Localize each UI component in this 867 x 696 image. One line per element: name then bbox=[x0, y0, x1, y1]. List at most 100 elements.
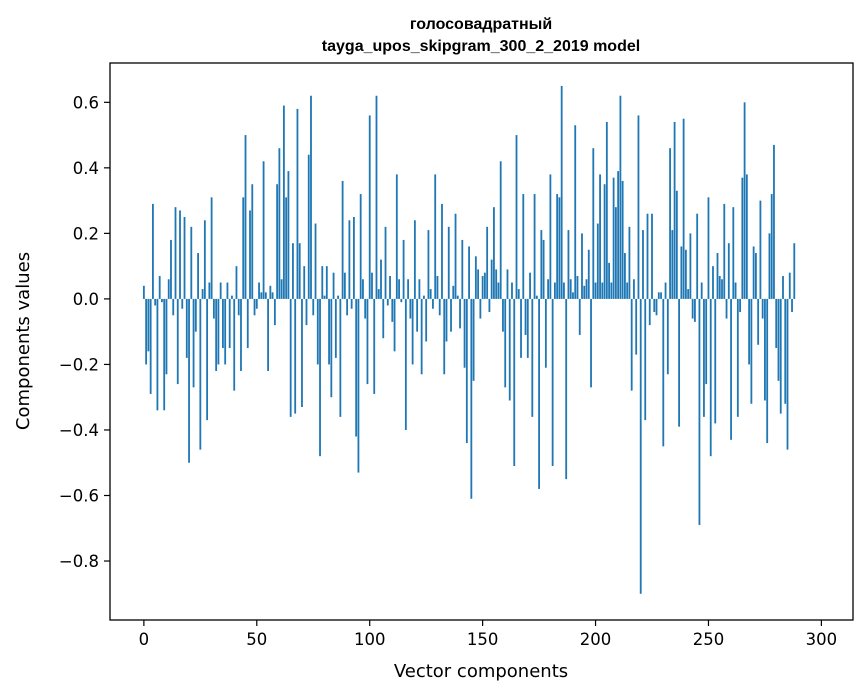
bar-component-243 bbox=[691, 298, 694, 319]
bar-component-134 bbox=[445, 298, 448, 342]
bar-component-181 bbox=[551, 298, 554, 467]
bar-component-94 bbox=[355, 298, 358, 437]
bar-component-282 bbox=[779, 298, 782, 414]
bar-component-139 bbox=[456, 295, 459, 299]
bar-component-15 bbox=[176, 298, 179, 385]
bar-component-242 bbox=[689, 233, 692, 299]
x-tick-label: 100 bbox=[354, 630, 386, 649]
bar-component-256 bbox=[721, 279, 723, 299]
bar-component-74 bbox=[310, 95, 312, 299]
bar-component-150 bbox=[481, 275, 484, 299]
bar-component-188 bbox=[567, 230, 570, 299]
bar-component-93 bbox=[353, 216, 355, 299]
bar-component-247 bbox=[700, 282, 703, 299]
bar-component-268 bbox=[748, 298, 751, 365]
bar-component-82 bbox=[328, 298, 330, 365]
bar-component-12 bbox=[170, 239, 172, 299]
bar-component-203 bbox=[601, 282, 604, 299]
y-axis-label: Components values bbox=[13, 252, 34, 430]
bar-component-199 bbox=[592, 148, 595, 299]
bar-component-48 bbox=[251, 184, 254, 299]
bar-component-161 bbox=[506, 269, 509, 299]
bar-component-190 bbox=[572, 292, 574, 299]
chart-subtitle: tayga_upos_skipgram_300_2_2019 model bbox=[322, 38, 640, 55]
bar-component-276 bbox=[766, 298, 769, 444]
bar-component-57 bbox=[271, 292, 274, 299]
bar-component-176 bbox=[540, 230, 543, 299]
bar-component-177 bbox=[542, 239, 545, 299]
bar-component-173 bbox=[533, 194, 536, 299]
bar-component-132 bbox=[441, 203, 443, 299]
bar-component-23 bbox=[194, 298, 197, 332]
bar-component-124 bbox=[423, 295, 425, 299]
bar-component-41 bbox=[235, 266, 238, 299]
bar-component-98 bbox=[364, 298, 367, 319]
bar-component-226 bbox=[653, 298, 656, 313]
bar-component-250 bbox=[707, 197, 710, 299]
chart-title: голосовадратный bbox=[410, 16, 552, 33]
bar-component-40 bbox=[233, 298, 236, 391]
bar-component-106 bbox=[382, 298, 385, 339]
bar-component-162 bbox=[508, 298, 511, 401]
bar-component-51 bbox=[258, 282, 260, 299]
bar-component-227 bbox=[655, 298, 658, 316]
bar-component-7 bbox=[158, 275, 161, 299]
bar-component-8 bbox=[161, 298, 163, 303]
bar-component-61 bbox=[280, 279, 283, 299]
bar-component-155 bbox=[493, 207, 495, 299]
bar-component-209 bbox=[614, 207, 617, 299]
bar-component-240 bbox=[684, 249, 687, 299]
bar-component-43 bbox=[240, 298, 242, 371]
bar-component-237 bbox=[678, 298, 681, 427]
bar-component-197 bbox=[587, 249, 590, 299]
bar-component-285 bbox=[786, 298, 789, 450]
bar-component-80 bbox=[323, 295, 326, 299]
bar-component-158 bbox=[499, 161, 502, 299]
bar-component-120 bbox=[413, 220, 416, 299]
bar-component-228 bbox=[657, 292, 660, 299]
bar-component-53 bbox=[262, 161, 265, 299]
bar-component-275 bbox=[764, 298, 766, 401]
bar-component-24 bbox=[197, 253, 199, 299]
bar-component-216 bbox=[630, 298, 633, 391]
y-tick-label: 0.0 bbox=[73, 290, 99, 309]
bar-component-58 bbox=[273, 298, 276, 326]
bar-component-136 bbox=[450, 298, 452, 332]
bar-component-273 bbox=[759, 200, 762, 299]
bar-component-56 bbox=[269, 285, 272, 299]
bar-component-164 bbox=[513, 298, 516, 467]
bar-component-157 bbox=[497, 282, 500, 299]
bar-component-231 bbox=[664, 282, 667, 299]
bar-component-212 bbox=[621, 180, 624, 299]
bar-component-52 bbox=[260, 292, 263, 299]
bar-component-13 bbox=[172, 298, 175, 316]
bar-component-63 bbox=[285, 197, 288, 299]
bar-component-67 bbox=[294, 298, 297, 414]
y-tick-label: 0.6 bbox=[73, 93, 99, 112]
bar-component-25 bbox=[199, 298, 202, 450]
bar-component-110 bbox=[391, 298, 394, 322]
bar-component-178 bbox=[544, 298, 547, 368]
x-tick-label: 0 bbox=[139, 630, 150, 649]
bar-component-36 bbox=[224, 298, 227, 365]
bar-component-183 bbox=[556, 194, 559, 299]
y-tick-label: 0.4 bbox=[73, 159, 99, 178]
bar-component-193 bbox=[578, 298, 581, 335]
bar-component-129 bbox=[434, 174, 437, 299]
bar-component-0 bbox=[142, 285, 145, 299]
y-axis-ticks: −0.8 −0.6 −0.4 −0.2 0.0 0.2 0.4 0.6 bbox=[59, 93, 110, 571]
bar-component-163 bbox=[511, 282, 513, 299]
bar-component-189 bbox=[569, 279, 572, 299]
bar-component-166 bbox=[517, 289, 520, 299]
bar-component-149 bbox=[479, 298, 482, 319]
y-tick-label: −0.6 bbox=[59, 486, 99, 505]
bar-component-213 bbox=[624, 253, 626, 299]
bar-component-91 bbox=[348, 220, 351, 299]
bar-component-239 bbox=[682, 118, 685, 299]
bar-component-186 bbox=[563, 282, 565, 299]
bar-component-116 bbox=[404, 298, 407, 430]
bar-component-206 bbox=[608, 262, 610, 299]
bar-component-147 bbox=[474, 256, 477, 299]
bar-component-274 bbox=[761, 298, 764, 319]
